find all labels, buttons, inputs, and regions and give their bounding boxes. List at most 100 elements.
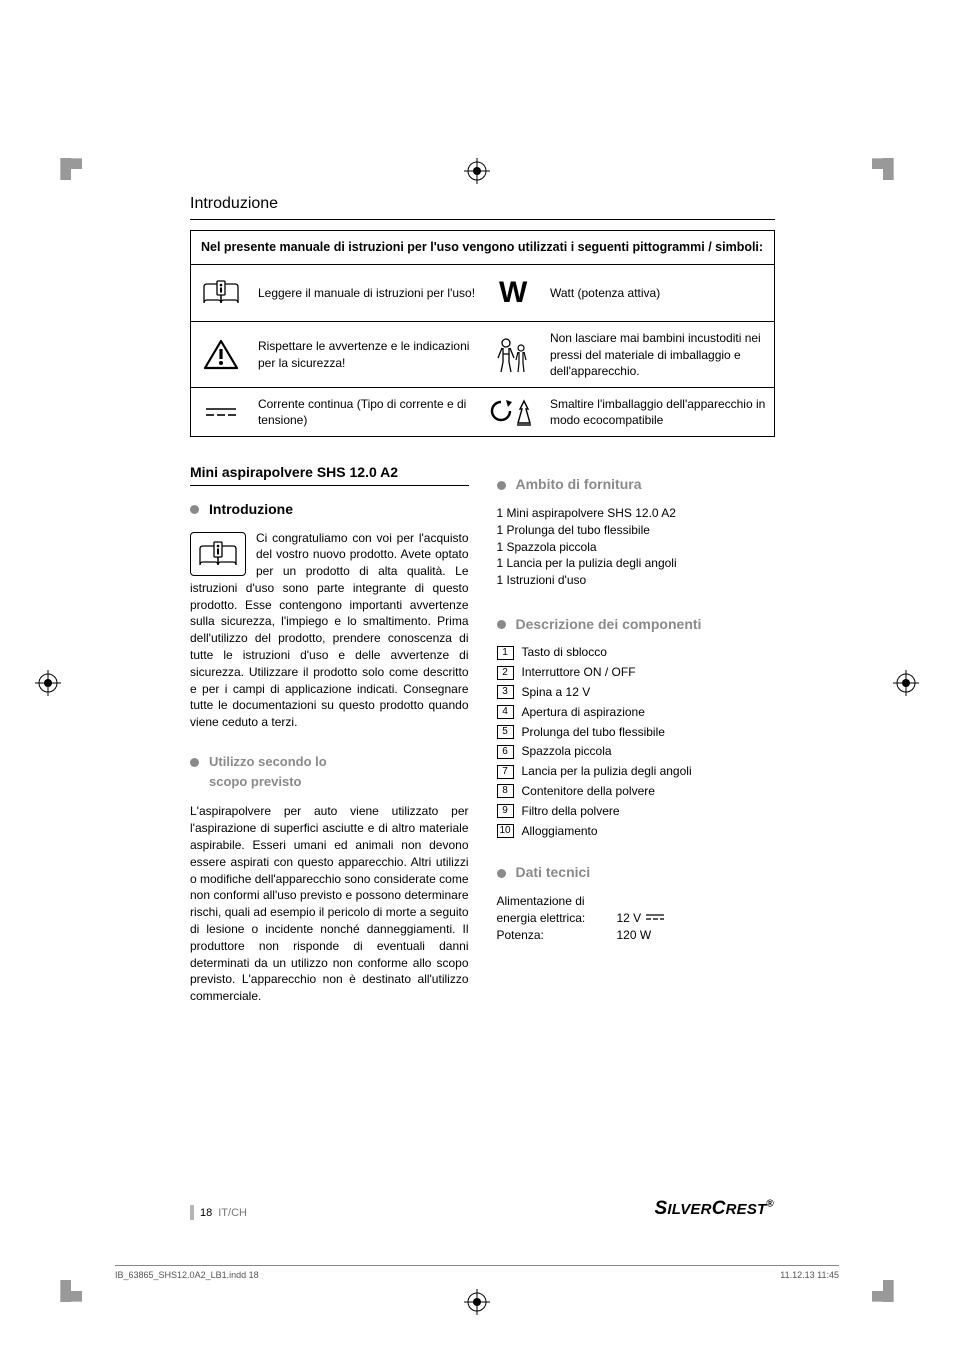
list-item: 1 Lancia per la pulizia degli angoli — [497, 555, 776, 572]
registration-mark-icon — [35, 670, 61, 701]
heading-text: Dati tecnici — [516, 863, 591, 883]
component-label: Spazzola piccola — [522, 743, 612, 760]
list-item: 3 Spina a 12 V — [497, 684, 776, 701]
number-box: 7 — [497, 765, 514, 779]
dc-current-icon — [191, 387, 252, 436]
table-row: Leggere il manuale di istruzioni per l'u… — [191, 264, 775, 322]
section-heading: Ambito di fornitura — [497, 475, 776, 495]
number-box: 8 — [497, 784, 514, 798]
print-timestamp: 11.12.13 11:45 — [780, 1270, 839, 1280]
list-item: 5 Prolunga del tubo flessibile — [497, 724, 776, 741]
heading-text: Introduzione — [209, 500, 293, 520]
warning-icon — [191, 322, 252, 388]
crop-mark — [868, 1276, 894, 1302]
component-label: Interruttore ON / OFF — [522, 664, 636, 681]
component-label: Tasto di sblocco — [522, 644, 607, 661]
registration-mark-icon — [893, 670, 919, 701]
child-safety-icon — [482, 322, 543, 388]
number-box: 2 — [497, 666, 514, 680]
symbol-table: Nel presente manuale di istruzioni per l… — [190, 230, 775, 437]
number-box: 10 — [497, 824, 514, 838]
number-box: 4 — [497, 705, 514, 719]
symbol-description: Rispettare le avvertenze e le indicazion… — [252, 322, 483, 388]
number-box: 1 — [497, 646, 514, 660]
table-row: Corrente continua (Tipo di corrente e di… — [191, 387, 775, 436]
number-box: 9 — [497, 804, 514, 818]
page-number-value: 18 — [200, 1207, 212, 1219]
page-number: 18 IT/CH — [190, 1205, 247, 1220]
list-item: 1 Istruzioni d'uso — [497, 572, 776, 589]
component-label: Contenitore della polvere — [522, 783, 655, 800]
spec-row: Potenza: 120 W — [497, 927, 776, 944]
component-label: Filtro della polvere — [522, 803, 620, 820]
symbol-table-header: Nel presente manuale di istruzioni per l… — [191, 231, 775, 265]
print-meta-line: IB_63865_SHS12.0A2_LB1.indd 18 11.12.13 … — [115, 1265, 839, 1280]
number-box: 5 — [497, 725, 514, 739]
list-item: 4 Apertura di aspirazione — [497, 704, 776, 721]
registration-mark-icon — [464, 158, 490, 189]
bullet-icon — [190, 505, 199, 514]
bullet-icon — [497, 620, 506, 629]
symbol-description: Non lasciare mai bambini incustoditi nei… — [544, 322, 775, 388]
bullet-icon — [497, 869, 506, 878]
list-item: 7 Lancia per la pulizia degli angoli — [497, 763, 776, 780]
spec-line: Alimentazione di — [497, 893, 776, 910]
dc-current-icon — [645, 910, 665, 927]
spec-value: 12 V — [617, 910, 666, 927]
heading-text: Ambito di fornitura — [516, 475, 642, 495]
tech-specs: Alimentazione di energia elettrica: 12 V… — [497, 893, 776, 943]
manual-icon — [191, 264, 252, 322]
spec-key: energia elettrica: — [497, 910, 617, 927]
component-label: Lancia per la pulizia degli angoli — [522, 763, 692, 780]
heading-text: Descrizione dei componenti — [516, 615, 702, 635]
bullet-icon — [190, 758, 199, 767]
section-heading: Descrizione dei componenti — [497, 615, 776, 635]
component-label: Apertura di aspirazione — [522, 704, 645, 721]
registration-mark-icon — [464, 1289, 490, 1320]
components-list: 1 Tasto di sblocco 2 Interruttore ON / OFF 3… — [497, 644, 776, 839]
list-item: 8 Contenitore della polvere — [497, 783, 776, 800]
number-box: 3 — [497, 685, 514, 699]
list-item: 6 Spazzola piccola — [497, 743, 776, 760]
component-label: Alloggiamento — [522, 823, 598, 840]
section-heading: Introduzione — [190, 500, 469, 520]
number-box: 6 — [497, 745, 514, 759]
component-label: Spina a 12 V — [522, 684, 591, 701]
table-row: Rispettare le avvertenze e le indicazion… — [191, 322, 775, 388]
section-heading-line2: scopo previsto — [190, 773, 469, 791]
intro-paragraph: Ci congratuliamo con voi per l'acquisto … — [190, 530, 469, 732]
brand-logo: SILVERCREST® — [654, 1198, 774, 1220]
list-item: 10 Alloggiamento — [497, 823, 776, 840]
symbol-description: Leggere il manuale di istruzioni per l'u… — [252, 264, 483, 322]
content-area: Introduzione Nel presente manuale di ist… — [190, 195, 775, 1005]
left-column: Mini aspirapolvere SHS 12.0 A2 Introduzi… — [190, 463, 469, 1005]
info-icon — [190, 532, 246, 576]
section-heading: Utilizzo secondo lo — [190, 753, 469, 771]
list-item: 2 Interruttore ON / OFF — [497, 664, 776, 681]
list-item: 1 Mini aspirapolvere SHS 12.0 A2 — [497, 505, 776, 522]
spec-key: Potenza: — [497, 927, 617, 944]
component-label: Prolunga del tubo flessibile — [522, 724, 665, 741]
list-item: 1 Spazzola piccola — [497, 539, 776, 556]
spec-value: 120 W — [617, 927, 652, 944]
recycle-icon — [482, 387, 543, 436]
heading-text: scopo previsto — [209, 773, 301, 791]
print-file: IB_63865_SHS12.0A2_LB1.indd 18 — [115, 1270, 259, 1280]
page-region: IT/CH — [218, 1207, 247, 1219]
list-item: 1 Tasto di sblocco — [497, 644, 776, 661]
usage-text: L'aspirapolvere per auto viene utilizzat… — [190, 803, 469, 1005]
symbol-description: Watt (potenza attiva) — [544, 264, 775, 322]
product-title: Mini aspirapolvere SHS 12.0 A2 — [190, 463, 469, 486]
running-head: Introduzione — [190, 195, 775, 213]
crop-mark — [60, 1276, 86, 1302]
supply-list: 1 Mini aspirapolvere SHS 12.0 A2 1 Prolu… — [497, 505, 776, 589]
crop-mark — [868, 158, 894, 184]
page-footer: 18 IT/CH SILVERCREST® — [190, 1198, 774, 1220]
divider — [190, 219, 775, 220]
footer-bar-icon — [190, 1205, 194, 1220]
watt-icon: W — [482, 264, 543, 322]
list-item: 1 Prolunga del tubo flessibile — [497, 522, 776, 539]
symbol-description: Smaltire l'imballaggio dell'apparecchio … — [544, 387, 775, 436]
symbol-description: Corrente continua (Tipo di corrente e di… — [252, 387, 483, 436]
heading-text: Utilizzo secondo lo — [209, 753, 327, 771]
